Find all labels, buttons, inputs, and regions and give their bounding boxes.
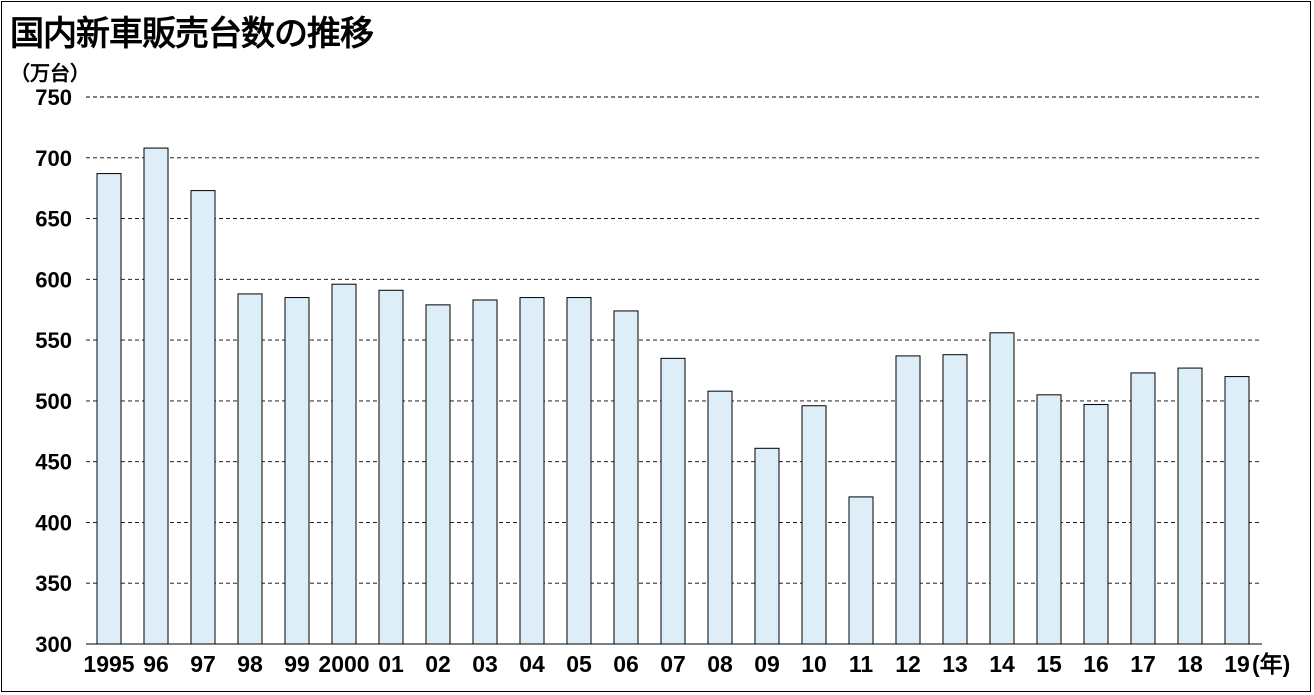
x-tick-label: 14 bbox=[989, 651, 1015, 677]
bar-1995 bbox=[96, 173, 122, 645]
y-tick-label: 500 bbox=[35, 389, 72, 414]
x-tick-label: 03 bbox=[472, 651, 498, 677]
x-tick-label: 18 bbox=[1177, 651, 1203, 677]
x-tick-label: 07 bbox=[660, 651, 686, 677]
y-tick-label: 450 bbox=[35, 450, 72, 475]
y-tick-label: 600 bbox=[35, 267, 72, 292]
bar-03 bbox=[472, 299, 498, 645]
bar-2000 bbox=[331, 283, 357, 645]
bar-09 bbox=[754, 447, 780, 645]
bar-11 bbox=[848, 496, 874, 645]
x-axis-ticks: 1995 96 97 98 99 2000 01 02 03 04 05 06 07 08 09 10 11 12… bbox=[83, 651, 1249, 677]
x-tick-label: 19 bbox=[1224, 651, 1250, 677]
bar-08 bbox=[707, 390, 733, 645]
x-tick-label: 17 bbox=[1130, 651, 1156, 677]
y-tick-label: 550 bbox=[35, 328, 72, 353]
x-tick-label: 16 bbox=[1083, 651, 1109, 677]
x-tick-label: 01 bbox=[378, 651, 404, 677]
bars bbox=[96, 147, 1250, 645]
y-tick-label: 750 bbox=[35, 85, 72, 110]
y-axis-unit-label: （万台） bbox=[10, 61, 90, 85]
bar-06 bbox=[613, 310, 639, 645]
bar-01 bbox=[378, 289, 404, 645]
bar-07 bbox=[660, 357, 686, 645]
bar-15 bbox=[1036, 394, 1062, 645]
y-tick-label: 400 bbox=[35, 510, 72, 535]
y-tick-label: 650 bbox=[35, 207, 72, 232]
bar-05 bbox=[566, 297, 592, 645]
bar-13 bbox=[942, 354, 968, 645]
x-tick-label: 09 bbox=[754, 651, 780, 677]
x-tick-label: 06 bbox=[613, 651, 639, 677]
x-tick-label: 08 bbox=[707, 651, 733, 677]
bar-10 bbox=[801, 405, 827, 645]
y-tick-label: 300 bbox=[35, 632, 72, 657]
y-axis-ticks: 750 700 650 600 550 500 450 400 350 300 bbox=[35, 85, 72, 657]
bar-97 bbox=[190, 190, 216, 645]
x-tick-label: 1995 bbox=[83, 651, 134, 677]
bar-98 bbox=[237, 293, 263, 645]
bar-02 bbox=[425, 304, 451, 645]
x-axis-unit-label: (年) bbox=[1252, 651, 1290, 677]
x-tick-label: 02 bbox=[425, 651, 451, 677]
x-tick-label: 99 bbox=[284, 651, 310, 677]
x-tick-label: 98 bbox=[237, 651, 263, 677]
bar-18 bbox=[1177, 367, 1203, 645]
x-tick-label: 97 bbox=[190, 651, 216, 677]
bar-12 bbox=[895, 355, 921, 645]
x-tick-label: 10 bbox=[801, 651, 827, 677]
x-tick-label: 96 bbox=[143, 651, 169, 677]
bar-96 bbox=[143, 147, 169, 645]
bar-04 bbox=[519, 297, 545, 645]
chart-title: 国内新車販売台数の推移 bbox=[10, 14, 374, 54]
x-tick-label: 12 bbox=[895, 651, 921, 677]
x-tick-label: 04 bbox=[519, 651, 545, 677]
y-tick-label: 700 bbox=[35, 146, 72, 171]
bar-14 bbox=[989, 332, 1015, 645]
bar-16 bbox=[1083, 404, 1109, 645]
bar-19 bbox=[1224, 376, 1250, 645]
x-tick-label: 13 bbox=[942, 651, 968, 677]
y-tick-label: 350 bbox=[35, 571, 72, 596]
x-tick-label: 11 bbox=[849, 651, 874, 677]
bar-99 bbox=[284, 297, 310, 645]
x-tick-label: 15 bbox=[1036, 651, 1062, 677]
bar-17 bbox=[1130, 372, 1156, 645]
x-tick-label: 05 bbox=[566, 651, 592, 677]
x-tick-label: 2000 bbox=[318, 651, 369, 677]
